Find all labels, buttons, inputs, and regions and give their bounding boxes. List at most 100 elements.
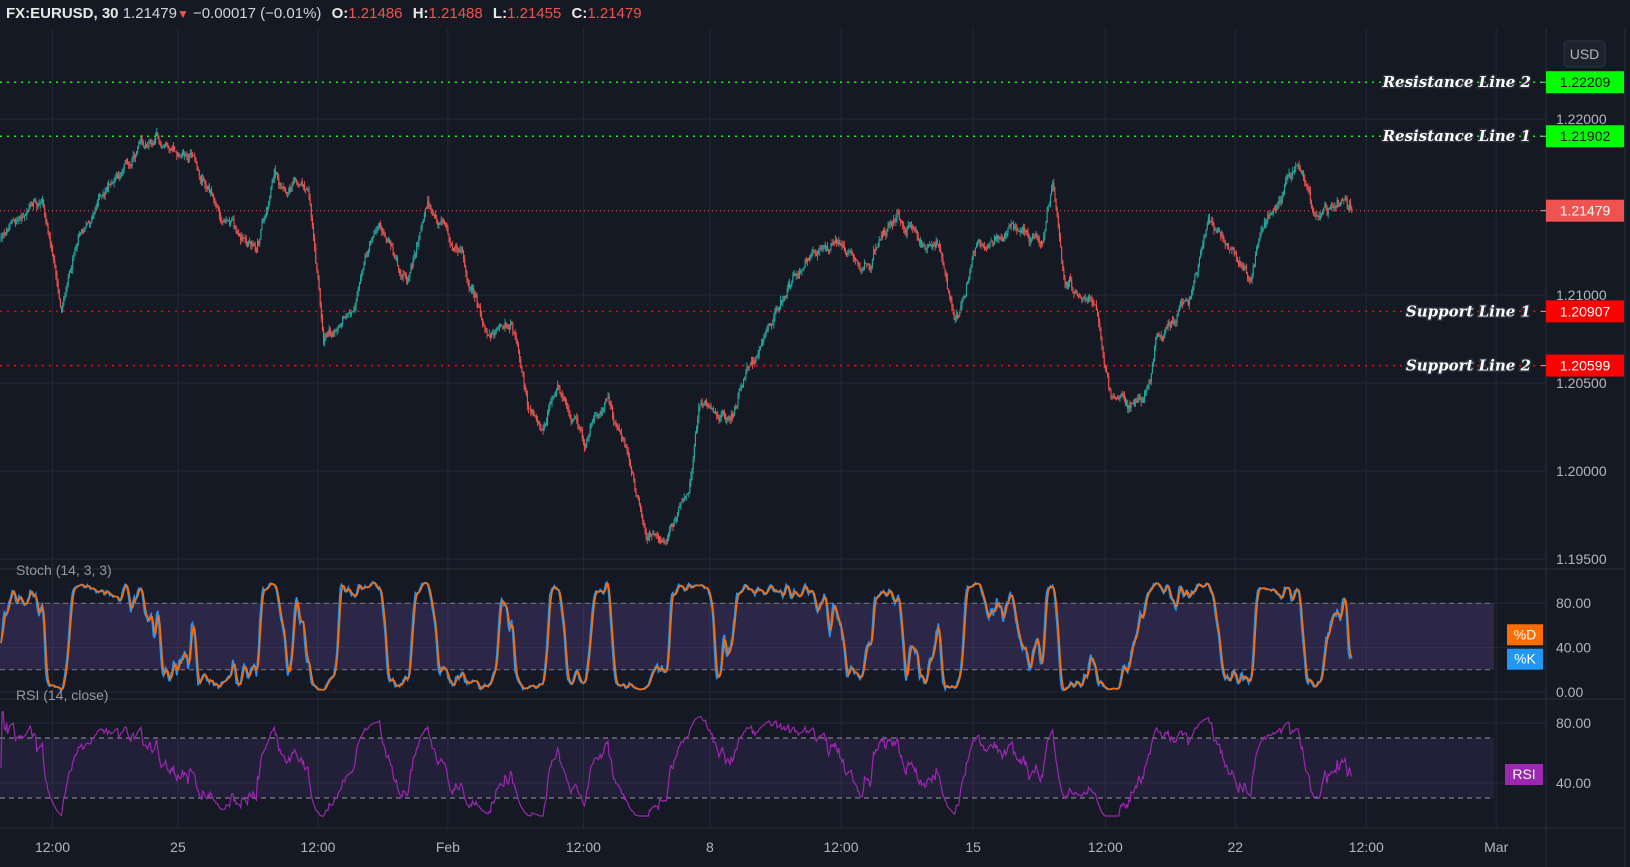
candle-body bbox=[167, 146, 169, 149]
rsi-band-fill bbox=[0, 738, 1494, 798]
horizontal-lines[interactable]: Resistance Line 2 Resistance Line 1 Suppor… bbox=[0, 72, 1546, 376]
candle-body bbox=[241, 236, 243, 241]
candle-body bbox=[1338, 205, 1340, 207]
candle-body bbox=[1166, 327, 1168, 329]
candle-body bbox=[895, 218, 897, 222]
candle-body bbox=[1219, 231, 1221, 233]
candle-body bbox=[463, 251, 465, 259]
candle-body bbox=[1152, 358, 1155, 366]
candle-body bbox=[767, 325, 769, 330]
candle-body bbox=[349, 311, 352, 314]
candle-body bbox=[801, 270, 803, 272]
candle-body bbox=[286, 192, 288, 194]
axes: Stoch (14, 3, 3) RSI (14, close) USD 12:… bbox=[0, 28, 1626, 867]
candle-body bbox=[543, 426, 545, 431]
candle-body bbox=[419, 232, 421, 241]
candle-body bbox=[861, 269, 863, 271]
candle-body bbox=[64, 296, 66, 299]
candle-body bbox=[730, 413, 732, 420]
candle-body bbox=[486, 332, 488, 335]
candle-body bbox=[99, 196, 101, 199]
candle-body bbox=[9, 223, 11, 228]
candle-body bbox=[1215, 229, 1217, 231]
candle-body bbox=[1054, 191, 1056, 199]
candle-body bbox=[514, 332, 516, 337]
candle-body bbox=[799, 271, 801, 276]
candle-body bbox=[665, 542, 667, 543]
candle-body bbox=[930, 245, 932, 246]
candle-body bbox=[137, 148, 139, 153]
candle-body bbox=[663, 541, 665, 543]
candle-body bbox=[218, 211, 220, 217]
candle-body bbox=[580, 429, 582, 431]
candle-body bbox=[405, 276, 408, 280]
candle-body bbox=[181, 151, 184, 156]
candle-body bbox=[506, 324, 508, 328]
candle-body bbox=[47, 224, 49, 233]
candle-body bbox=[871, 259, 873, 267]
candle-body bbox=[312, 226, 315, 238]
candle-body bbox=[1076, 292, 1078, 297]
candle-body bbox=[554, 395, 556, 397]
candle-body bbox=[759, 346, 761, 350]
candle-body bbox=[607, 396, 609, 399]
candle-body bbox=[640, 504, 642, 510]
candle-body bbox=[22, 216, 24, 218]
candle-body bbox=[666, 539, 668, 543]
candle-body bbox=[1267, 215, 1269, 223]
candle-body bbox=[372, 235, 374, 239]
candle-body bbox=[1084, 297, 1086, 301]
candle-body bbox=[132, 155, 134, 158]
candle-body bbox=[1068, 277, 1071, 283]
candle-body bbox=[1056, 208, 1058, 216]
candle-body bbox=[917, 236, 919, 241]
candle-body bbox=[981, 245, 983, 247]
candle-body bbox=[1336, 199, 1338, 208]
candle-body bbox=[363, 264, 365, 271]
candle-body bbox=[1146, 389, 1148, 392]
candle-body bbox=[318, 278, 320, 289]
candle-body bbox=[459, 249, 461, 253]
candle-body bbox=[195, 157, 197, 163]
candle-body bbox=[564, 400, 567, 403]
candle-body bbox=[781, 300, 783, 303]
candle-body bbox=[212, 192, 214, 198]
candle-body bbox=[1072, 287, 1074, 292]
candle-body bbox=[343, 317, 345, 318]
candle-body bbox=[987, 246, 989, 249]
candle-body bbox=[170, 147, 172, 151]
candle-body bbox=[361, 275, 363, 278]
candle-body bbox=[1126, 403, 1128, 405]
candle-body bbox=[327, 334, 329, 336]
candle-body bbox=[585, 444, 587, 448]
candle-body bbox=[450, 244, 452, 246]
candle-body bbox=[283, 188, 285, 190]
candle-body bbox=[1272, 209, 1274, 213]
candle-body bbox=[111, 182, 113, 185]
candle-body bbox=[1257, 245, 1259, 250]
candle-body bbox=[1186, 299, 1188, 301]
candle-body bbox=[931, 245, 933, 248]
candle-body bbox=[1111, 396, 1113, 398]
candle-body bbox=[500, 325, 502, 327]
symbol-name[interactable]: FX:EURUSD, 30 bbox=[6, 5, 119, 22]
candle-body bbox=[604, 402, 606, 409]
candle-body bbox=[597, 415, 599, 417]
candle-body bbox=[701, 402, 703, 404]
candle-body bbox=[827, 246, 829, 251]
candle-body bbox=[643, 522, 645, 526]
candle-body bbox=[978, 239, 980, 242]
candle-body bbox=[423, 214, 425, 220]
currency-button[interactable]: USD bbox=[1563, 40, 1606, 68]
candle-body bbox=[840, 244, 842, 246]
candle-body bbox=[1239, 261, 1241, 266]
candle-body bbox=[1317, 215, 1319, 217]
candle-body bbox=[483, 324, 485, 326]
low-value: 1.21455 bbox=[507, 5, 562, 22]
candle-body bbox=[15, 221, 17, 225]
candle-body bbox=[175, 151, 177, 153]
candle-body bbox=[220, 216, 222, 220]
candle-body bbox=[48, 232, 50, 238]
candle-body bbox=[1135, 400, 1137, 403]
